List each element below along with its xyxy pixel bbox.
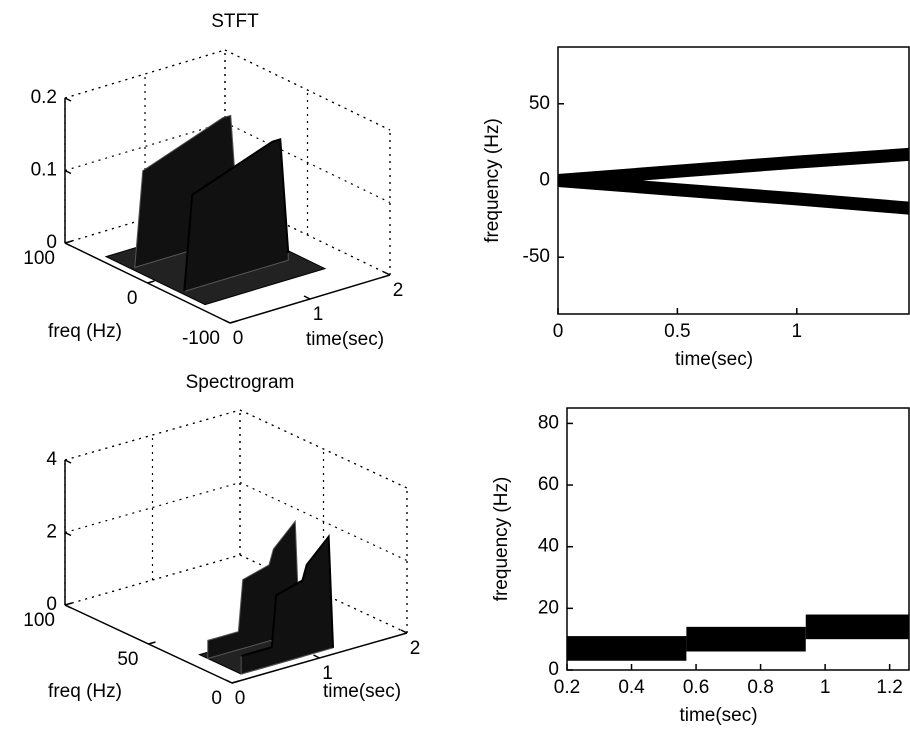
x-tick-label: 0 (553, 321, 564, 342)
x-tick-label: 2 (410, 638, 421, 659)
frequency-band (805, 614, 909, 640)
grid-line (64, 409, 241, 461)
y-axis-label: frequency (Hz) (491, 477, 512, 602)
y-axis (64, 604, 233, 684)
y-axis-label: freq (Hz) (48, 321, 122, 342)
frequency-band (567, 636, 687, 661)
y-tick-label: 0 (211, 688, 222, 709)
y-tick-label: 50 (529, 93, 550, 114)
y-axis-label: freq (Hz) (48, 681, 122, 702)
y-tick (148, 641, 156, 645)
chart-title: STFT (211, 11, 259, 32)
x-axis-label: time(sec) (675, 349, 753, 370)
z-tick (64, 531, 72, 537)
x-tick-label: 0.8 (747, 677, 773, 698)
y-tick (147, 280, 155, 284)
grid-line (239, 481, 408, 562)
y-tick-label: 20 (538, 597, 559, 618)
x-tick (303, 295, 311, 300)
y-tick-label: 0 (539, 170, 550, 191)
y-tick-label: 0 (127, 288, 138, 309)
y-tick-label: 80 (538, 412, 559, 433)
y-tick (64, 240, 73, 244)
y-tick-label: 50 (117, 649, 138, 670)
y-tick-label: 100 (23, 610, 55, 631)
y-tick (64, 602, 73, 606)
x-tick-label: 1 (322, 663, 333, 684)
x-tick-label: 0.5 (664, 321, 690, 342)
y-tick-label: 60 (538, 474, 559, 495)
z-tick (64, 97, 72, 102)
x-tick-label: 0.2 (554, 677, 580, 698)
x-tick-label: 2 (393, 280, 404, 301)
y-axis-label: frequency (Hz) (482, 118, 503, 243)
chirp-line (557, 147, 910, 187)
y-axis (64, 242, 231, 324)
x-tick-label: 0.6 (683, 677, 709, 698)
x-tick (313, 654, 320, 659)
y-tick-label: 0 (548, 659, 559, 680)
grid-line (224, 121, 391, 204)
y-tick-label: -50 (523, 246, 550, 267)
z-tick-label: 2 (46, 522, 57, 543)
chart-title: Spectrogram (186, 372, 295, 393)
z-tick (64, 169, 72, 175)
x-tick-label: 0 (235, 688, 246, 709)
frequency-band (686, 626, 806, 652)
x-tick-label: 0.4 (618, 677, 645, 698)
x-axis (231, 632, 408, 684)
z-tick-label: 0.1 (31, 160, 57, 181)
z-tick-label: 0.2 (31, 87, 57, 108)
x-tick-label: 1.2 (876, 677, 902, 698)
x-tick-label: 1 (313, 304, 324, 325)
plot-frame (566, 407, 910, 671)
ridge-line (183, 138, 290, 292)
z-tick-label: 0 (46, 232, 57, 253)
grid-line (239, 409, 408, 489)
grid-line (224, 49, 391, 131)
x-tick-label: 1 (820, 677, 831, 698)
x-tick (383, 271, 391, 276)
x-axis-label: time(sec) (306, 329, 384, 350)
x-axis-label: time(sec) (679, 705, 757, 726)
x-axis-label: time(sec) (323, 681, 401, 702)
x-tick (400, 629, 408, 634)
z-tick-label: 4 (46, 449, 57, 470)
grid-line (64, 481, 241, 534)
chirp-line (557, 174, 910, 215)
x-tick-label: 0 (233, 328, 244, 349)
x-tick-label: 1 (791, 321, 802, 342)
grid-line (64, 49, 226, 99)
y-tick-label: 40 (538, 536, 559, 557)
ridge-line (240, 533, 335, 657)
y-tick-label: -100 (182, 328, 220, 349)
y-tick-label: 100 (23, 248, 55, 269)
x-axis (229, 274, 391, 324)
z-tick-label: 0 (46, 594, 57, 615)
z-tick (64, 459, 72, 464)
